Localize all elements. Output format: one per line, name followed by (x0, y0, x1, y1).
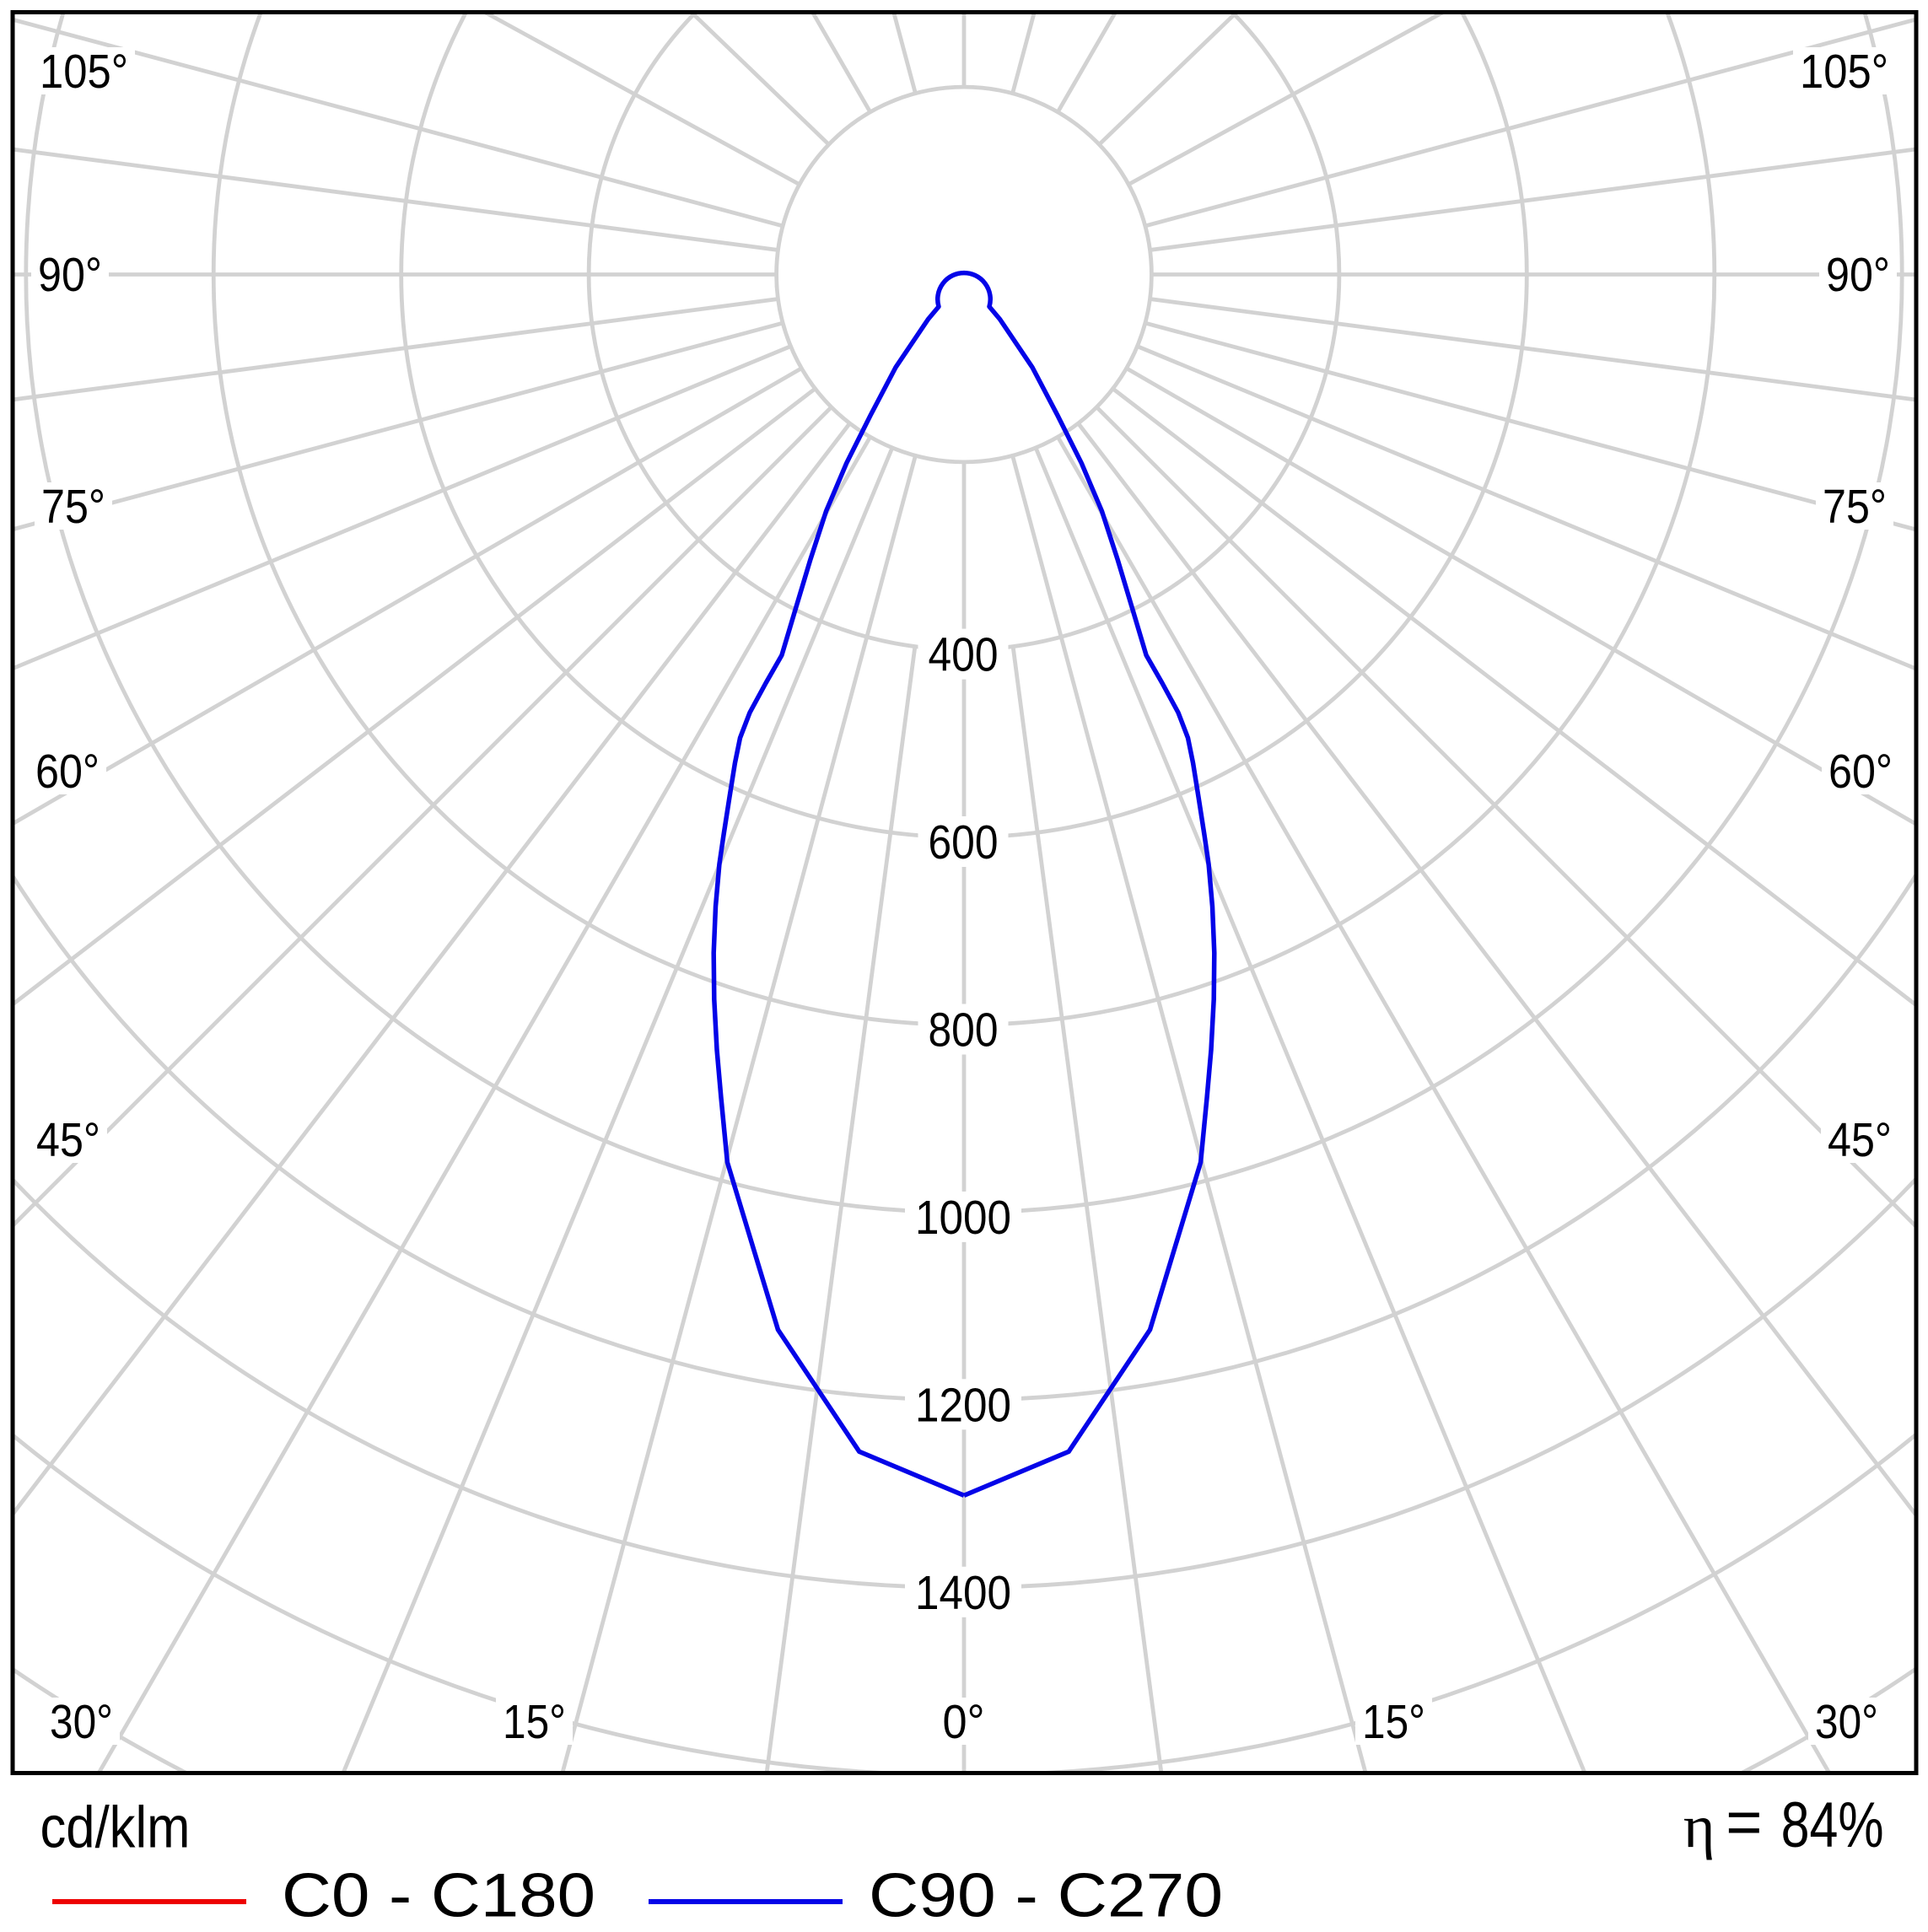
svg-text:η: η (1683, 1793, 1715, 1860)
svg-text:84%: 84% (1781, 1789, 1884, 1861)
svg-text:15°: 15° (503, 1695, 566, 1749)
svg-text:30°: 30° (50, 1695, 113, 1749)
svg-text:400: 400 (929, 628, 999, 682)
svg-text:75°: 75° (41, 480, 105, 534)
svg-text:0°: 0° (943, 1695, 985, 1749)
svg-text:C90 - C270: C90 - C270 (869, 1862, 1223, 1928)
svg-text:1400: 1400 (915, 1566, 1011, 1620)
svg-text:45°: 45° (36, 1113, 100, 1167)
svg-text:90°: 90° (38, 248, 102, 302)
svg-text:105°: 105° (40, 45, 128, 99)
svg-text:800: 800 (929, 1004, 999, 1057)
svg-text:cd/klm: cd/klm (40, 1795, 191, 1860)
svg-text:1200: 1200 (915, 1378, 1011, 1432)
svg-text:30°: 30° (1815, 1695, 1878, 1749)
svg-text:C0 - C180: C0 - C180 (282, 1862, 595, 1928)
svg-text:=: = (1726, 1787, 1762, 1857)
svg-text:15°: 15° (1362, 1695, 1425, 1749)
svg-text:60°: 60° (1828, 745, 1893, 799)
svg-text:45°: 45° (1828, 1113, 1892, 1167)
svg-text:1000: 1000 (915, 1191, 1011, 1245)
svg-text:75°: 75° (1823, 480, 1887, 534)
svg-text:600: 600 (929, 815, 999, 869)
svg-text:60°: 60° (35, 745, 100, 799)
svg-text:105°: 105° (1800, 45, 1888, 99)
svg-text:90°: 90° (1826, 248, 1890, 302)
